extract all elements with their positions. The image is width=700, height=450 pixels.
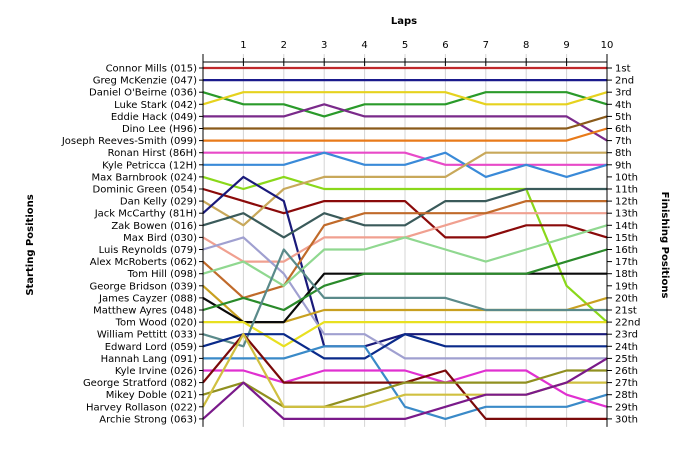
starting-position-label: Ronan Hirst (86H) bbox=[108, 148, 197, 159]
series-line bbox=[202, 236, 607, 360]
starting-position-label: Zak Bowen (016) bbox=[111, 221, 197, 232]
starting-position-label: Luis Reynolds (079) bbox=[99, 245, 197, 256]
finishing-position-label: 4th bbox=[615, 100, 632, 111]
series-line bbox=[202, 187, 608, 239]
finishing-position-label: 21st bbox=[615, 306, 637, 317]
finishing-position-label: 17th bbox=[615, 257, 638, 268]
finishing-position-label: 28th bbox=[615, 390, 638, 401]
starting-position-label: Harvey Rollason (022) bbox=[86, 402, 197, 413]
series-line bbox=[202, 91, 608, 106]
finishing-position-label: 19th bbox=[615, 281, 638, 292]
starting-position-label: Tom Hill (098) bbox=[127, 269, 197, 280]
finishing-position-label: 1st bbox=[615, 64, 631, 75]
finishing-position-label: 14th bbox=[615, 221, 638, 232]
finishing-position-label: 15th bbox=[615, 233, 638, 244]
series-line bbox=[203, 151, 607, 166]
finishing-position-label: 7th bbox=[615, 136, 632, 147]
starting-position-label: Dominic Green (054) bbox=[93, 185, 198, 196]
starting-position-label: George Stratford (082) bbox=[83, 378, 197, 389]
finishing-position-label: 11th bbox=[615, 185, 638, 196]
starting-position-label: Dino Lee (H96) bbox=[122, 124, 197, 135]
lap-tick-label: 10 bbox=[601, 40, 614, 51]
finishing-position-label: 30th bbox=[615, 414, 638, 425]
top-axis-title: Laps bbox=[391, 16, 417, 27]
finishing-position-label: 2nd bbox=[615, 76, 634, 87]
series-line bbox=[203, 345, 608, 420]
starting-position-label: Matthew Ayres (048) bbox=[93, 306, 197, 317]
finishing-position-label: 10th bbox=[615, 172, 638, 183]
finishing-position-label: 9th bbox=[615, 160, 632, 171]
lap-tick-label: 6 bbox=[442, 40, 448, 51]
starting-position-label: Eddie Hack (049) bbox=[111, 112, 197, 123]
series-line bbox=[203, 127, 608, 142]
series-line bbox=[202, 175, 608, 323]
finishing-position-label: 23rd bbox=[615, 330, 638, 341]
finishing-position-label: 5th bbox=[615, 112, 632, 123]
right-axis-title: Finishing Positions bbox=[659, 192, 670, 299]
series-line bbox=[202, 224, 608, 287]
starting-position-label: William Pettitt (033) bbox=[97, 330, 197, 341]
left-axis-title: Starting Positions bbox=[25, 194, 36, 295]
series-line bbox=[202, 248, 608, 312]
finishing-position-label: 18th bbox=[615, 269, 638, 280]
starting-position-label: Alex McRoberts (062) bbox=[90, 257, 197, 268]
series-line bbox=[202, 200, 607, 299]
finishing-position-label: 22nd bbox=[615, 318, 640, 329]
finishing-position-label: 12th bbox=[615, 197, 638, 208]
starting-position-label: George Bridson (039) bbox=[90, 281, 198, 292]
starting-position-label: Daniel O'Beirne (036) bbox=[89, 88, 197, 99]
starting-position-label: Joseph Reeves-Smith (099) bbox=[61, 136, 197, 147]
series-line bbox=[202, 333, 607, 360]
lap-tick-label: 7 bbox=[483, 40, 489, 51]
series-layer bbox=[202, 66, 608, 420]
starting-position-label: Greg McKenzie (047) bbox=[93, 76, 197, 87]
series-line bbox=[202, 187, 607, 239]
lap-tick-label: 5 bbox=[402, 40, 408, 51]
grid-layer bbox=[242, 54, 608, 427]
starting-position-label: Luke Stark (042) bbox=[114, 100, 197, 111]
lap-tick-label: 2 bbox=[281, 40, 287, 51]
starting-position-label: Mikey Doble (021) bbox=[106, 390, 197, 401]
axes-layer: 1 2 3 4 5 6 7 8 9 10 Connor Mills (015)Greg McKenz… bbox=[61, 40, 640, 427]
starting-position-label: Kyle Irvine (026) bbox=[115, 366, 197, 377]
finishing-position-label: 13th bbox=[615, 209, 638, 220]
starting-position-label: Jack McCarthy (81H) bbox=[94, 209, 197, 220]
starting-position-label: Max Bird (030) bbox=[123, 233, 197, 244]
finishing-position-label: 26th bbox=[615, 366, 638, 377]
finishing-position-label: 24th bbox=[615, 342, 638, 353]
starting-position-label: Max Barnbrook (024) bbox=[92, 172, 198, 183]
series-line bbox=[202, 91, 608, 118]
finishing-position-label: 16th bbox=[615, 245, 638, 256]
lap-tick-label: 9 bbox=[563, 40, 569, 51]
series-line bbox=[202, 369, 607, 408]
series-line bbox=[203, 115, 608, 130]
starting-position-label: Archie Strong (063) bbox=[99, 414, 197, 425]
starting-position-label: Connor Mills (015) bbox=[106, 64, 198, 75]
finishing-position-label: 27th bbox=[615, 378, 638, 389]
finishing-position-label: 3rd bbox=[615, 88, 632, 99]
series-line bbox=[202, 151, 607, 227]
series-line bbox=[202, 357, 608, 420]
finishing-position-label: 25th bbox=[615, 354, 638, 365]
finishing-position-label: 29th bbox=[615, 402, 638, 413]
lap-tick-label: 4 bbox=[361, 40, 367, 51]
starting-position-label: Dan Kelly (029) bbox=[120, 197, 197, 208]
starting-position-label: Edward Lord (059) bbox=[105, 342, 197, 353]
finishing-position-label: 8th bbox=[615, 148, 632, 159]
series-line bbox=[203, 151, 608, 178]
starting-position-label: Hannah Lang (091) bbox=[101, 354, 198, 365]
lap-tick-label: 8 bbox=[523, 40, 529, 51]
series-line bbox=[202, 248, 607, 348]
finishing-position-label: 20th bbox=[615, 293, 638, 304]
series-line bbox=[203, 321, 607, 348]
lap-tick-label: 3 bbox=[321, 40, 327, 51]
series-line bbox=[203, 103, 608, 142]
starting-position-label: Tom Wood (020) bbox=[115, 318, 198, 329]
finishing-position-label: 6th bbox=[615, 124, 632, 135]
starting-position-label: James Cayzer (088) bbox=[98, 293, 197, 304]
starting-position-label: Kyle Petricca (12H) bbox=[102, 160, 197, 171]
lap-tick-label: 1 bbox=[240, 40, 246, 51]
